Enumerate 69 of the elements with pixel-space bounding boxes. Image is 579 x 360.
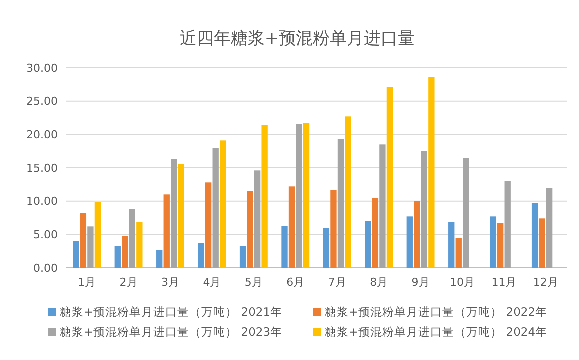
x-tick-label: 9月: [412, 276, 430, 289]
bar: [386, 87, 394, 268]
y-tick-label: 25.00: [26, 95, 58, 108]
bar: [156, 250, 163, 268]
x-tick-label: 8月: [370, 276, 388, 289]
bar: [205, 182, 212, 268]
bar: [164, 194, 170, 268]
y-tick-label: 0.00: [34, 262, 58, 275]
bar: [463, 158, 470, 268]
bar: [198, 243, 204, 268]
x-tick-label: 3月: [161, 276, 180, 289]
bar: [73, 241, 80, 268]
bar: [380, 144, 386, 268]
bar: [330, 190, 337, 268]
y-tick-label: 5.00: [34, 228, 58, 242]
legend-label: 糖浆+预混粉单月进口量（万吨） 2022年: [325, 305, 548, 319]
bar: [365, 221, 372, 268]
bar: [406, 216, 413, 268]
bar: [171, 159, 178, 268]
x-tick-label: 11月: [492, 276, 517, 289]
x-tick-label: 1月: [78, 276, 96, 289]
bar: [323, 228, 330, 268]
x-tick-label: 7月: [328, 276, 346, 289]
bar: [498, 223, 504, 268]
bar: [546, 188, 553, 268]
legend-label: 糖浆+预混粉单月进口量（万吨） 2023年: [60, 325, 283, 339]
legend-label: 糖浆+预混粉单月进口量（万吨） 2021年: [60, 305, 283, 319]
bar: [136, 222, 143, 268]
x-tick-label: 12月: [533, 276, 558, 289]
x-tick-label: 2月: [120, 276, 138, 289]
legend-label: 糖浆+预混粉单月进口量（万吨） 2024年: [325, 325, 548, 339]
y-tick-label: 20.00: [26, 128, 58, 142]
bar: [372, 198, 379, 268]
bar: [212, 148, 219, 268]
bar: [456, 238, 462, 268]
bar: [414, 201, 420, 268]
bar: [421, 151, 428, 268]
y-tick-label: 30.00: [26, 62, 58, 75]
bar: [122, 236, 128, 268]
bar: [240, 246, 246, 268]
bar: [428, 77, 435, 268]
bar: [80, 213, 87, 268]
bar: [114, 246, 121, 268]
bar: [262, 125, 268, 268]
bar: [254, 170, 261, 268]
bar: [504, 181, 511, 268]
y-tick-label: 10.00: [26, 195, 58, 208]
x-tick-label: 10月: [450, 276, 476, 289]
bar: [88, 226, 94, 268]
bar: [178, 164, 184, 268]
bar: [490, 216, 496, 268]
bar: [448, 222, 455, 268]
x-tick-label: 5月: [244, 276, 263, 289]
bar: [247, 191, 254, 268]
bar: [539, 218, 546, 268]
bar: [220, 140, 226, 268]
bar: [288, 186, 296, 268]
bar: [532, 203, 538, 268]
bar: [338, 139, 344, 268]
bar: [303, 123, 310, 268]
x-tick-label: 4月: [203, 276, 222, 289]
y-tick-label: 15.00: [26, 162, 58, 175]
x-tick-label: 6月: [286, 276, 305, 289]
bar: [296, 124, 302, 268]
bar: [282, 226, 288, 268]
bar: [345, 116, 352, 268]
chart-title: 近四年糖浆+预混粉单月进口量: [180, 29, 416, 49]
bar: [94, 202, 102, 268]
bar: [129, 209, 136, 268]
